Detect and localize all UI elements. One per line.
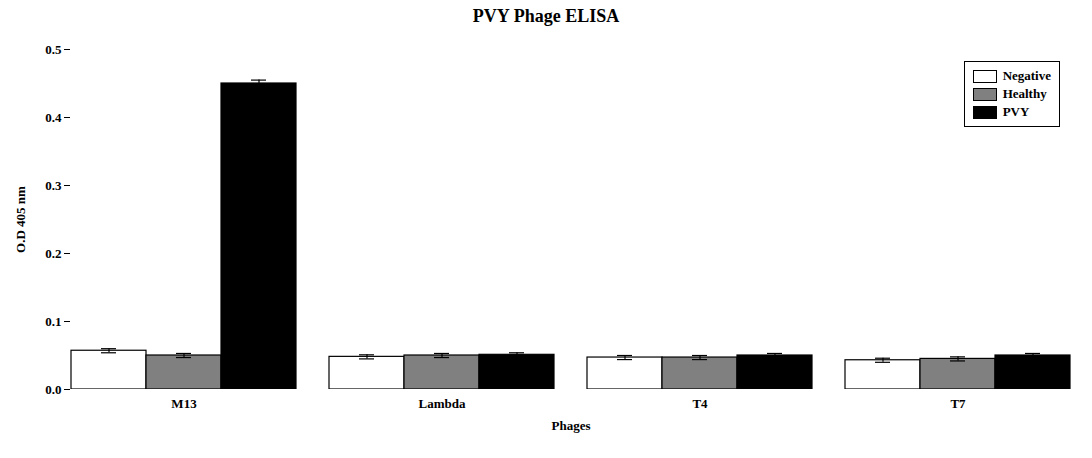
svg-text:0.0: 0.0: [45, 382, 61, 397]
svg-text:M13: M13: [171, 396, 197, 411]
svg-text:O.D 405 nm: O.D 405 nm: [13, 186, 28, 253]
html-text:Negative: Negative: [1002, 68, 1051, 83]
html-text:PVY Phage ELISA: PVY Phage ELISA: [472, 6, 620, 26]
svg-text:T4: T4: [692, 396, 708, 411]
svg-text:T7: T7: [950, 396, 966, 411]
svg-text:0.3: 0.3: [45, 178, 62, 193]
svg-text:Lambda: Lambda: [419, 396, 466, 411]
svg-text:Phages: Phages: [552, 418, 591, 433]
html-text:PVY: PVY: [1002, 104, 1030, 119]
html-text:Healthy: Healthy: [1002, 86, 1047, 101]
svg-text:0.5: 0.5: [45, 42, 62, 57]
svg-text:0.4: 0.4: [45, 110, 62, 125]
svg-text:0.1: 0.1: [45, 314, 61, 329]
svg-text:0.2: 0.2: [45, 246, 61, 261]
